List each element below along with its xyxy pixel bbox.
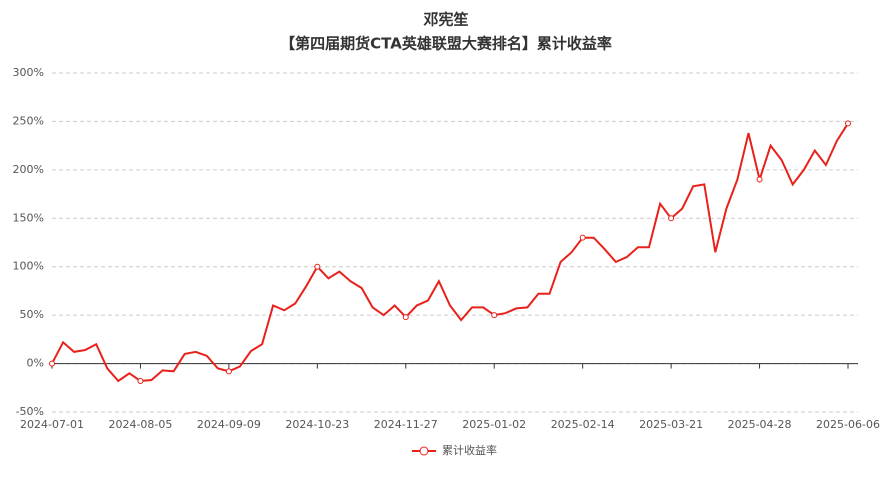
y-tick-label: -50%	[16, 405, 44, 418]
chart-title: 邓宪笙	[423, 11, 468, 29]
y-tick-label: 100%	[13, 260, 44, 273]
y-tick-label: 300%	[13, 66, 44, 79]
x-tick-label: 2025-03-21	[639, 418, 703, 431]
x-tick-label: 2024-07-01	[20, 418, 84, 431]
x-tick-label: 2025-06-06	[816, 418, 880, 431]
point	[491, 312, 498, 319]
point	[49, 360, 55, 367]
x-tick-label: 2024-10-23	[285, 418, 349, 431]
point	[668, 215, 675, 222]
x-tick-label: 2024-09-09	[197, 418, 261, 431]
y-tick-label: 200%	[13, 163, 44, 176]
legend-label: 累计收益率	[442, 443, 497, 457]
legend-marker	[419, 446, 429, 456]
point	[137, 378, 144, 385]
series-line	[51, 122, 849, 383]
chart-subtitle: 【第四届期货CTA英雄联盟大赛排名】累计收益率	[280, 35, 612, 53]
x-tick-label: 2024-08-05	[108, 418, 172, 431]
point	[402, 314, 409, 321]
point	[845, 120, 851, 127]
x-tick-label: 2025-01-02	[462, 418, 526, 431]
y-tick-label: 50%	[20, 308, 44, 321]
point	[314, 263, 321, 270]
y-tick-label: 150%	[13, 211, 44, 224]
point	[225, 368, 232, 375]
x-tick-label: 2024-11-27	[374, 418, 438, 431]
y-tick-label: 0%	[27, 357, 44, 370]
x-tick-label: 2025-04-28	[728, 418, 792, 431]
y-tick-label: 250%	[13, 114, 44, 127]
x-tick-label: 2025-02-14	[551, 418, 615, 431]
point	[756, 176, 763, 183]
point	[579, 234, 586, 241]
